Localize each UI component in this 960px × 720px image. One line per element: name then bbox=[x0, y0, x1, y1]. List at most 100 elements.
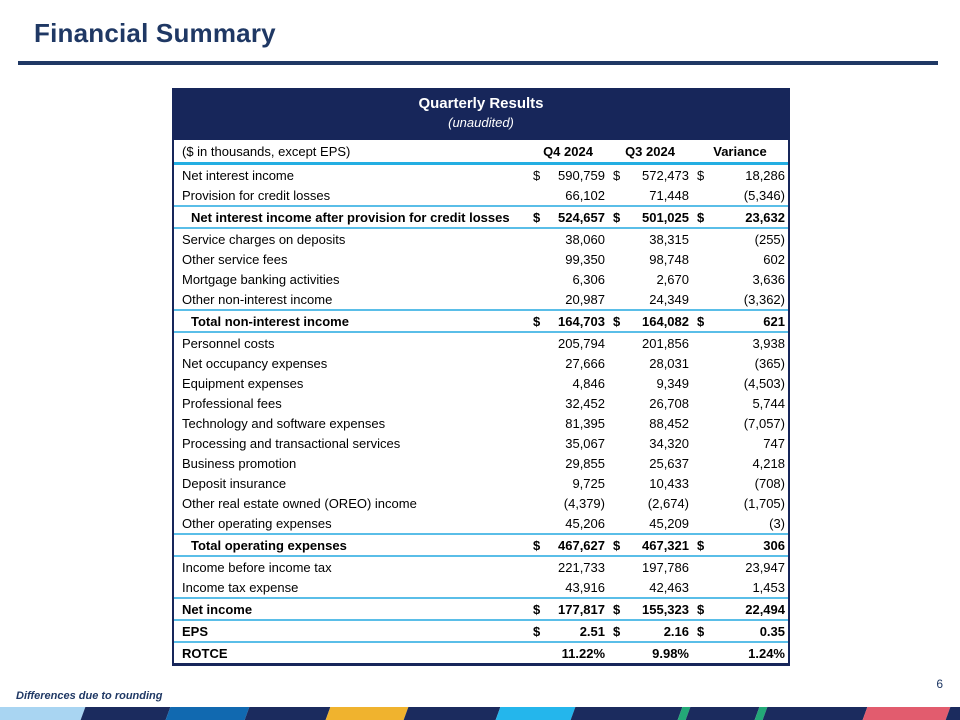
variance-cell: $621 bbox=[692, 314, 788, 329]
row-label: ROTCE bbox=[182, 645, 228, 661]
table-row: Technology and software expenses 81,395 … bbox=[174, 413, 788, 433]
dollar-sign: $ bbox=[697, 537, 705, 553]
variance-cell: (708) bbox=[692, 476, 788, 491]
q3-value: 501,025 bbox=[642, 209, 689, 225]
variance-cell: 5,744 bbox=[692, 396, 788, 411]
row-label: Mortgage banking activities bbox=[182, 271, 340, 287]
q3-cell: 9,349 bbox=[608, 376, 692, 391]
dollar-sign: $ bbox=[533, 537, 541, 553]
table-row: Professional fees 32,452 26,708 5,744 bbox=[174, 393, 788, 413]
variance-value: 306 bbox=[763, 537, 785, 553]
table-row: Equipment expenses 4,846 9,349 (4,503) bbox=[174, 373, 788, 393]
row-label: Personnel costs bbox=[182, 335, 275, 351]
variance-cell: 23,947 bbox=[692, 560, 788, 575]
q4-value: 66,102 bbox=[565, 187, 605, 203]
variance-value: (1,705) bbox=[743, 495, 785, 511]
variance-value: 747 bbox=[763, 435, 785, 451]
q4-cell: 66,102 bbox=[528, 188, 608, 203]
q3-cell: 201,856 bbox=[608, 336, 692, 351]
q3-value: 71,448 bbox=[649, 187, 689, 203]
row-label: Net interest income bbox=[182, 167, 294, 183]
q3-cell: 98,748 bbox=[608, 252, 692, 267]
variance-cell: (3,362) bbox=[692, 292, 788, 307]
q3-value: 9.98% bbox=[652, 645, 689, 661]
dollar-sign: $ bbox=[697, 601, 705, 617]
q4-value: 99,350 bbox=[565, 251, 605, 267]
q4-cell: 45,206 bbox=[528, 516, 608, 531]
q4-cell: 27,666 bbox=[528, 356, 608, 371]
bar-segment-navy-6 bbox=[762, 707, 868, 720]
q3-value: 9,349 bbox=[656, 375, 689, 391]
q4-value: 467,627 bbox=[558, 537, 605, 553]
variance-value: 18,286 bbox=[745, 167, 785, 183]
q3-value: 42,463 bbox=[649, 579, 689, 595]
bar-segment-gold bbox=[325, 707, 409, 720]
q3-cell: 10,433 bbox=[608, 476, 692, 491]
variance-value: 5,744 bbox=[752, 395, 785, 411]
table-subtitle: (unaudited) bbox=[448, 115, 514, 130]
variance-cell: $0.35 bbox=[692, 624, 788, 639]
variance-cell: $23,632 bbox=[692, 210, 788, 225]
variance-cell: (255) bbox=[692, 232, 788, 247]
variance-cell: 1,453 bbox=[692, 580, 788, 595]
q4-cell: 6,306 bbox=[528, 272, 608, 287]
bar-segment-pink bbox=[862, 707, 951, 720]
table-row: Business promotion 29,855 25,637 4,218 bbox=[174, 453, 788, 473]
q3-value: 201,856 bbox=[642, 335, 689, 351]
table-row: Other operating expenses 45,206 45,209 (… bbox=[174, 513, 788, 533]
table-row: Provision for credit losses 66,102 71,44… bbox=[174, 185, 788, 205]
q3-cell: 71,448 bbox=[608, 188, 692, 203]
q4-value: 4,846 bbox=[572, 375, 605, 391]
variance-value: 0.35 bbox=[759, 623, 785, 639]
variance-cell: 747 bbox=[692, 436, 788, 451]
q3-cell: 42,463 bbox=[608, 580, 692, 595]
table-row: Other non-interest income 20,987 24,349 … bbox=[174, 289, 788, 309]
q4-value: 9,725 bbox=[572, 475, 605, 491]
q3-value: 98,748 bbox=[649, 251, 689, 267]
table-row: Processing and transactional services 35… bbox=[174, 433, 788, 453]
q3-value: (2,674) bbox=[647, 495, 689, 511]
row-label: Other real estate owned (OREO) income bbox=[182, 495, 417, 511]
q3-value: 572,473 bbox=[642, 167, 689, 183]
dollar-sign: $ bbox=[613, 313, 621, 329]
q3-cell: 88,452 bbox=[608, 416, 692, 431]
q4-value: 43,916 bbox=[565, 579, 605, 595]
dollar-sign: $ bbox=[697, 209, 705, 225]
q3-cell: 45,209 bbox=[608, 516, 692, 531]
q4-value: 590,759 bbox=[558, 167, 605, 183]
dollar-sign: $ bbox=[613, 623, 621, 639]
q3-cell: 28,031 bbox=[608, 356, 692, 371]
q3-value: 197,786 bbox=[642, 559, 689, 575]
q4-value: 32,452 bbox=[565, 395, 605, 411]
row-label: Professional fees bbox=[182, 395, 282, 411]
variance-value: 621 bbox=[763, 313, 785, 329]
bar-segment-cyan bbox=[495, 707, 576, 720]
q3-cell: 24,349 bbox=[608, 292, 692, 307]
table-row: Net interest income $590,759 $572,473 $1… bbox=[174, 165, 788, 185]
variance-value: 3,636 bbox=[752, 271, 785, 287]
q3-cell: $155,323 bbox=[608, 602, 692, 617]
variance-cell: (5,346) bbox=[692, 188, 788, 203]
table-row: Deposit insurance 9,725 10,433 (708) bbox=[174, 473, 788, 493]
dollar-sign: $ bbox=[533, 623, 541, 639]
row-label: Total non-interest income bbox=[191, 313, 349, 329]
variance-cell: 3,636 bbox=[692, 272, 788, 287]
q3-value: 467,321 bbox=[642, 537, 689, 553]
dollar-sign: $ bbox=[697, 623, 705, 639]
q4-cell: 35,067 bbox=[528, 436, 608, 451]
q4-cell: 29,855 bbox=[528, 456, 608, 471]
q4-cell: $177,817 bbox=[528, 602, 608, 617]
bar-segment-navy-1 bbox=[80, 707, 171, 720]
q4-cell: $467,627 bbox=[528, 538, 608, 553]
variance-cell: $306 bbox=[692, 538, 788, 553]
q3-cell: 9.98% bbox=[608, 646, 692, 661]
q3-value: 2,670 bbox=[656, 271, 689, 287]
q3-cell: 34,320 bbox=[608, 436, 692, 451]
dollar-sign: $ bbox=[613, 537, 621, 553]
variance-value: (255) bbox=[754, 231, 785, 247]
q3-value: 155,323 bbox=[642, 601, 689, 617]
q4-value: 81,395 bbox=[565, 415, 605, 431]
column-header-row: ($ in thousands, except EPS) Q4 2024 Q3 … bbox=[174, 140, 788, 165]
row-label: Net income bbox=[182, 601, 253, 617]
q3-value: 26,708 bbox=[649, 395, 689, 411]
